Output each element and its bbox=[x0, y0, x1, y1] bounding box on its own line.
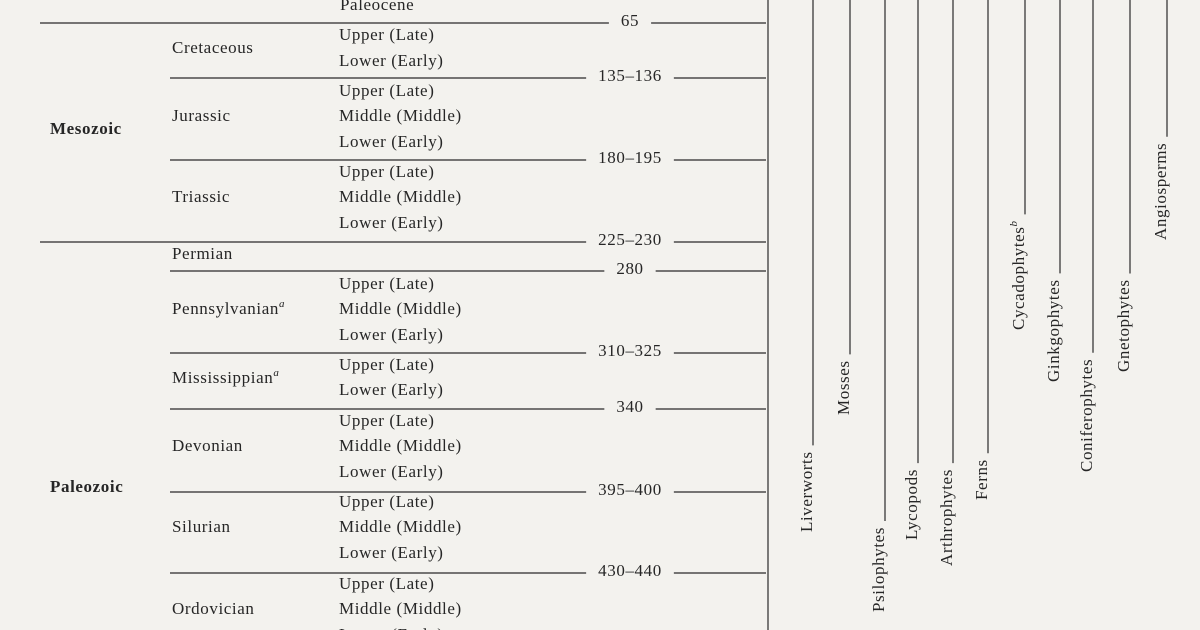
plant-group-name: Ferns bbox=[972, 459, 991, 500]
epoch: Middle (Middle) bbox=[339, 599, 462, 618]
epoch: Lower (Early) bbox=[339, 380, 444, 399]
period-name: Cretaceous bbox=[172, 38, 254, 57]
epoch: Middle (Middle) bbox=[339, 436, 462, 455]
plant-group-name: Cycadophytes bbox=[1009, 226, 1028, 330]
epoch: Upper (Late) bbox=[339, 574, 434, 593]
period-name: Mississippian bbox=[172, 368, 273, 387]
footnote-mark: a bbox=[279, 298, 285, 310]
era: Paleozoic bbox=[50, 477, 123, 496]
epoch: Lower (Early) bbox=[339, 132, 444, 151]
period-name: Permian bbox=[172, 244, 233, 263]
plant-group-name: Mosses bbox=[834, 360, 853, 415]
epoch: Middle (Middle) bbox=[339, 299, 462, 318]
epoch: Middle (Middle) bbox=[339, 106, 462, 125]
plant-group: Arthrophytes bbox=[937, 469, 956, 566]
period-name: Ordovician bbox=[172, 599, 254, 618]
epoch: Upper (Late) bbox=[339, 81, 434, 100]
period: Ordovician bbox=[172, 599, 254, 618]
footnote-mark: b bbox=[1008, 220, 1020, 226]
period: Pennsylvaniana bbox=[172, 298, 285, 318]
epoch: Upper (Late) bbox=[339, 411, 434, 430]
period-name: Jurassic bbox=[172, 106, 231, 125]
era: Mesozoic bbox=[50, 119, 122, 138]
period-name: Triassic bbox=[172, 187, 230, 206]
epoch: Lower (Early) bbox=[339, 213, 444, 232]
period: Triassic bbox=[172, 187, 230, 206]
epoch: Upper (Late) bbox=[339, 162, 434, 181]
epoch: Upper (Late) bbox=[339, 492, 434, 511]
plant-group: Coniferophytes bbox=[1077, 359, 1096, 472]
period: Mississippiana bbox=[172, 367, 279, 387]
epoch: Upper (Late) bbox=[339, 274, 434, 293]
period-name: Devonian bbox=[172, 436, 243, 455]
period: Permian bbox=[172, 244, 233, 263]
plant-group: Ferns bbox=[972, 459, 991, 500]
boundary-age: 310–325 bbox=[598, 341, 662, 360]
epoch: Lower (Early) bbox=[339, 51, 444, 70]
boundary-age: 395–400 bbox=[598, 480, 662, 499]
epoch: Paleocene bbox=[340, 0, 414, 14]
period-name: Pennsylvanian bbox=[172, 299, 279, 318]
boundary-age: 280 bbox=[616, 259, 643, 278]
plant-group-name: Psilophytes bbox=[869, 527, 888, 612]
epoch: Middle (Middle) bbox=[339, 187, 462, 206]
plant-group-name: Ginkgophytes bbox=[1044, 279, 1063, 382]
epoch: Lower (Early) bbox=[339, 325, 444, 344]
boundary-age: 65 bbox=[621, 11, 639, 30]
period-name: Silurian bbox=[172, 517, 231, 536]
plant-group-name: Arthrophytes bbox=[937, 469, 956, 566]
plant-group: Lycopods bbox=[902, 469, 921, 540]
plant-group-name: Angiosperms bbox=[1151, 143, 1170, 240]
plant-group: Mosses bbox=[834, 360, 853, 415]
plant-group: Gnetophytes bbox=[1114, 279, 1133, 372]
plant-group-name: Coniferophytes bbox=[1077, 359, 1096, 472]
plant-group: Psilophytes bbox=[869, 527, 888, 612]
plant-group: Liverworts bbox=[797, 451, 816, 532]
plant-group: Angiosperms bbox=[1151, 143, 1170, 240]
plant-group: Cycadophytesb bbox=[1008, 220, 1028, 330]
period: Devonian bbox=[172, 436, 243, 455]
epoch: Upper (Late) bbox=[339, 25, 434, 44]
boundary-age: 430–440 bbox=[598, 561, 662, 580]
plant-group: Ginkgophytes bbox=[1044, 279, 1063, 382]
boundary-age: 180–195 bbox=[598, 148, 662, 167]
boundary-age: 225–230 bbox=[598, 230, 662, 249]
boundary-age: 340 bbox=[616, 397, 643, 416]
period: Silurian bbox=[172, 517, 231, 536]
epoch: Lower (Early) bbox=[339, 462, 444, 481]
epoch: Lower (Early) bbox=[339, 625, 444, 630]
footnote-mark: a bbox=[273, 367, 279, 379]
period: Jurassic bbox=[172, 106, 231, 125]
epoch: Lower (Early) bbox=[339, 543, 444, 562]
period: Cretaceous bbox=[172, 38, 254, 57]
epoch: Middle (Middle) bbox=[339, 517, 462, 536]
plant-group-name: Gnetophytes bbox=[1114, 279, 1133, 372]
plant-group-name: Lycopods bbox=[902, 469, 921, 540]
plant-group-name: Liverworts bbox=[797, 451, 816, 532]
epoch: Upper (Late) bbox=[339, 355, 434, 374]
boundary-age: 135–136 bbox=[598, 66, 662, 85]
